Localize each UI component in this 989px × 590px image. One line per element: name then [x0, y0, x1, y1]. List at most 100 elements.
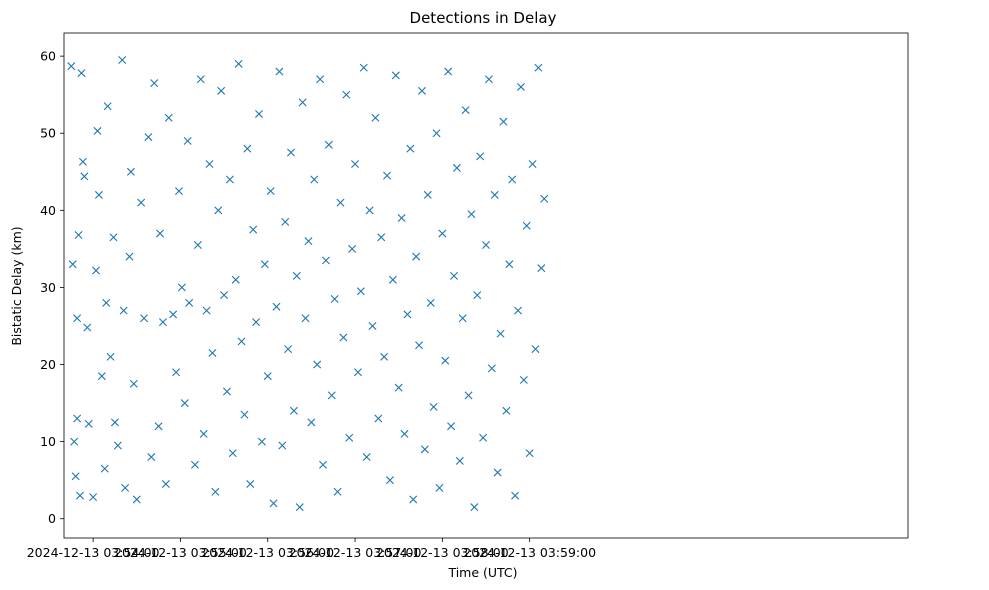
data-point-marker [292, 271, 301, 280]
data-point-marker [217, 86, 226, 95]
y-tick-label: 10 [40, 434, 56, 449]
data-point-marker [502, 406, 511, 415]
data-point-marker [257, 437, 266, 446]
data-point-marker [327, 391, 336, 400]
data-point-marker [449, 271, 458, 280]
data-point-marker [429, 402, 438, 411]
data-point-marker [455, 456, 464, 465]
data-point-marker [183, 136, 192, 145]
data-point-marker [339, 333, 348, 342]
data-point-marker [447, 422, 456, 431]
data-point-marker [348, 244, 357, 253]
data-point-marker [516, 82, 525, 91]
y-tick-label: 60 [40, 49, 56, 64]
data-point-marker [77, 69, 86, 78]
data-point-marker [172, 368, 181, 377]
data-point-marker [76, 491, 84, 500]
data-point-marker [441, 356, 450, 365]
data-point-marker [275, 67, 284, 76]
data-point-marker [80, 172, 89, 181]
x-tick-label: 2024-12-13 03:54:00 [27, 545, 160, 560]
data-point-marker [118, 55, 127, 64]
data-point-marker [174, 187, 183, 196]
data-point-marker [316, 75, 325, 84]
data-point-marker [362, 453, 371, 462]
data-point-marker [70, 437, 79, 446]
x-tick-label: 2024-12-13 03:59:00 [463, 545, 596, 560]
data-point-marker [508, 175, 517, 184]
data-point-marker [368, 321, 377, 330]
data-point-marker [193, 241, 202, 250]
data-point-marker [313, 360, 322, 369]
data-point-marker [333, 487, 342, 496]
data-point-marker [164, 113, 173, 122]
data-point-marker [458, 314, 467, 323]
data-point-marker [423, 190, 432, 199]
data-point-marker [467, 210, 476, 219]
data-point-marker [125, 252, 134, 261]
data-point-marker [205, 160, 214, 169]
data-point-marker [452, 163, 461, 172]
data-point-marker [519, 375, 528, 384]
data-point-marker [287, 148, 295, 157]
data-point-marker [432, 129, 441, 138]
chart-title: Detections in Delay [410, 9, 557, 27]
data-point-marker [220, 291, 229, 300]
data-point-marker [319, 460, 328, 469]
data-point-marker [161, 480, 170, 489]
y-tick-label: 0 [48, 511, 56, 526]
data-point-marker [345, 433, 354, 442]
data-point-marker [140, 314, 149, 323]
data-point-marker [144, 133, 153, 142]
data-point-marker [484, 75, 493, 84]
data-point-marker [113, 441, 122, 450]
data-point-marker [74, 231, 83, 239]
data-point-marker [391, 71, 400, 80]
data-point-marker [377, 233, 386, 242]
data-point-marker [260, 260, 269, 269]
x-tick-label: 2024-12-13 03:55:00 [114, 545, 247, 560]
data-point-marker [493, 468, 502, 477]
data-point-marker [406, 144, 415, 153]
data-point-marker [272, 302, 281, 311]
data-point-marker [304, 237, 313, 246]
data-point-marker [67, 62, 76, 71]
data-point-marker [380, 352, 389, 361]
data-point-marker [109, 233, 118, 242]
data-point-marker [537, 264, 546, 273]
y-axis: 0 10 20 30 40 50 60 [40, 49, 64, 526]
data-point-marker [263, 372, 272, 381]
data-point-marker [278, 441, 287, 450]
data-point-marker [110, 418, 119, 427]
data-point-marker [129, 379, 138, 388]
x-tick-label: 2024-12-13 03:58:00 [376, 545, 509, 560]
data-point-marker [132, 495, 141, 504]
data-point-marker [246, 480, 255, 489]
data-point-marker [310, 175, 319, 184]
data-point-marker [385, 476, 394, 485]
data-point-marker [158, 318, 167, 327]
data-point-marker [490, 190, 499, 199]
data-point-marker [196, 75, 205, 84]
data-point-marker [93, 126, 102, 135]
data-point-marker [426, 298, 435, 307]
data-point-marker [298, 98, 307, 107]
data-point-marker [487, 364, 496, 373]
data-points [67, 55, 549, 512]
data-point-marker [356, 287, 365, 296]
data-point-marker [208, 348, 217, 357]
y-tick-label: 30 [40, 280, 56, 295]
data-point-marker [222, 387, 231, 396]
data-point-marker [397, 214, 406, 223]
data-point-marker [237, 337, 246, 346]
data-point-marker [511, 491, 520, 500]
x-tick-label: 2024-12-13 03:57:00 [289, 545, 422, 560]
data-point-marker [94, 190, 103, 199]
data-point-marker [540, 194, 549, 203]
data-point-marker [394, 383, 403, 392]
data-point-marker [92, 266, 101, 275]
data-point-marker [68, 260, 77, 269]
data-point-marker [438, 229, 447, 238]
